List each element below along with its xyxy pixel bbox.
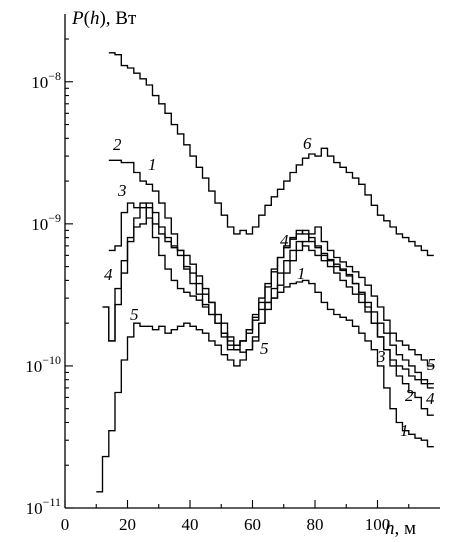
series-6-line	[108, 52, 434, 257]
x-tick-label: 60	[244, 515, 261, 534]
series-1-label: 1	[400, 421, 409, 440]
y-tick-label: 10−9	[31, 211, 61, 234]
series-2-label: 2	[405, 386, 414, 405]
series-5-line	[96, 226, 434, 493]
series-layer	[96, 52, 434, 493]
series-3-label: 3	[376, 347, 386, 366]
x-tick-label: 0	[61, 515, 70, 534]
series-4-label: 4	[104, 265, 113, 284]
x-tick-label: 40	[182, 515, 199, 534]
labels-layer: 0 20 40 60 80 100 10−8 10−9 10−10 10−11 1 1 1 2 2 3 3 4 4 4…	[25, 69, 435, 534]
ticks-layer	[64, 38, 410, 509]
series-5-label: 5	[260, 339, 269, 358]
x-axis-label: h, м	[385, 518, 416, 539]
series-3-label: 3	[117, 181, 127, 200]
x-tick-label: 80	[307, 515, 324, 534]
y-axis-label: P(h), Вт	[71, 8, 137, 29]
series-5-label: 5	[130, 305, 139, 324]
series-4-line	[102, 202, 434, 385]
series-6-label: 6	[303, 134, 312, 153]
y-tick-label: 10−8	[31, 69, 61, 92]
x-tick-label: 20	[119, 515, 136, 534]
series-4-label: 4	[426, 389, 435, 408]
y-tick-label: 10−11	[26, 495, 61, 518]
x-tick-label: 100	[365, 515, 391, 534]
series-4-label: 4	[280, 231, 289, 250]
y-tick-label: 10−10	[25, 353, 61, 376]
series-2-label: 2	[113, 135, 122, 154]
series-5-label: 5	[427, 355, 436, 374]
series-1-label: 1	[297, 264, 306, 283]
series-1-label: 1	[148, 155, 157, 174]
